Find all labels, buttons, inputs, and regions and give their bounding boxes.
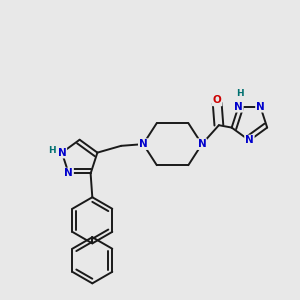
Text: N: N	[197, 139, 206, 149]
Text: N: N	[58, 148, 66, 158]
Text: N: N	[256, 102, 265, 112]
Text: O: O	[213, 95, 222, 105]
Text: N: N	[245, 136, 254, 146]
Text: N: N	[64, 169, 73, 178]
Text: H: H	[236, 89, 244, 98]
Text: N: N	[139, 139, 148, 149]
Text: H: H	[49, 146, 56, 155]
Text: N: N	[234, 102, 243, 112]
